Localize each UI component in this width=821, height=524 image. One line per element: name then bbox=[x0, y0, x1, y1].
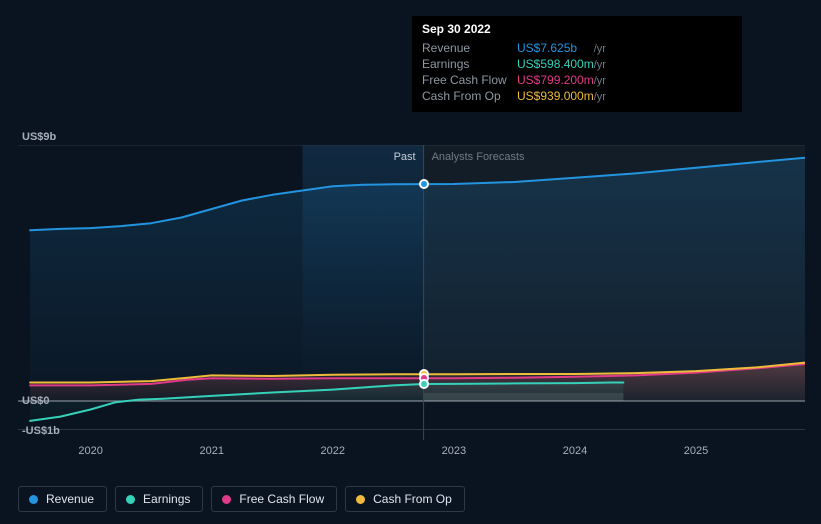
region-label-forecast: Analysts Forecasts bbox=[432, 151, 525, 163]
financials-chart: US$9b US$0 -US$1b 2020 2021 2022 2023 2024 2025… bbox=[0, 0, 821, 524]
tooltip-row: Cash From OpUS$939.000m/yr bbox=[422, 88, 606, 104]
tooltip-row: Free Cash FlowUS$799.200m/yr bbox=[422, 72, 606, 88]
legend-item-label: Earnings bbox=[143, 492, 190, 506]
x-axis-label: 2025 bbox=[684, 445, 708, 457]
tooltip-row-label: Revenue bbox=[422, 40, 517, 56]
y-axis-label: -US$1b bbox=[22, 425, 60, 437]
tooltip-date: Sep 30 2022 bbox=[422, 22, 732, 36]
tooltip-row-label: Cash From Op bbox=[422, 88, 517, 104]
legend-item-label: Free Cash Flow bbox=[239, 492, 324, 506]
legend-item-earnings[interactable]: Earnings bbox=[115, 486, 203, 512]
tooltip-row-value: US$7.625b bbox=[517, 40, 594, 56]
tooltip-row: RevenueUS$7.625b/yr bbox=[422, 40, 606, 56]
region-label-past: Past bbox=[394, 151, 416, 163]
x-axis-label: 2020 bbox=[78, 445, 102, 457]
legend-item-revenue[interactable]: Revenue bbox=[18, 486, 107, 512]
tooltip-row-suffix: /yr bbox=[594, 40, 606, 56]
tooltip-row: EarningsUS$598.400m/yr bbox=[422, 56, 606, 72]
x-axis-label: 2021 bbox=[199, 445, 223, 457]
legend-dot-icon bbox=[356, 495, 365, 504]
tooltip-row-value: US$598.400m bbox=[517, 56, 594, 72]
tooltip-row-label: Earnings bbox=[422, 56, 517, 72]
tooltip-row-label: Free Cash Flow bbox=[422, 72, 517, 88]
x-axis-label: 2024 bbox=[563, 445, 587, 457]
legend-item-cash-from-op[interactable]: Cash From Op bbox=[345, 486, 465, 512]
legend-dot-icon bbox=[29, 495, 38, 504]
tooltip-row-suffix: /yr bbox=[594, 88, 606, 104]
tooltip-row-value: US$799.200m bbox=[517, 72, 594, 88]
tooltip-row-suffix: /yr bbox=[594, 72, 606, 88]
legend-item-free-cash-flow[interactable]: Free Cash Flow bbox=[211, 486, 337, 512]
legend-dot-icon bbox=[126, 495, 135, 504]
y-axis-label: US$0 bbox=[22, 395, 50, 407]
x-axis-label: 2022 bbox=[321, 445, 345, 457]
tooltip-row-value: US$939.000m bbox=[517, 88, 594, 104]
cursor-marker bbox=[419, 379, 429, 389]
legend-item-label: Cash From Op bbox=[373, 492, 452, 506]
legend-item-label: Revenue bbox=[46, 492, 94, 506]
y-axis-label: US$9b bbox=[22, 131, 56, 143]
chart-legend: Revenue Earnings Free Cash Flow Cash From O… bbox=[18, 486, 465, 512]
x-axis-label: 2023 bbox=[442, 445, 466, 457]
legend-dot-icon bbox=[222, 495, 231, 504]
chart-tooltip: Sep 30 2022 RevenueUS$7.625b/yrEarningsU… bbox=[412, 16, 742, 112]
cursor-marker bbox=[419, 179, 429, 189]
plot-surface[interactable] bbox=[18, 145, 805, 440]
tooltip-row-suffix: /yr bbox=[594, 56, 606, 72]
